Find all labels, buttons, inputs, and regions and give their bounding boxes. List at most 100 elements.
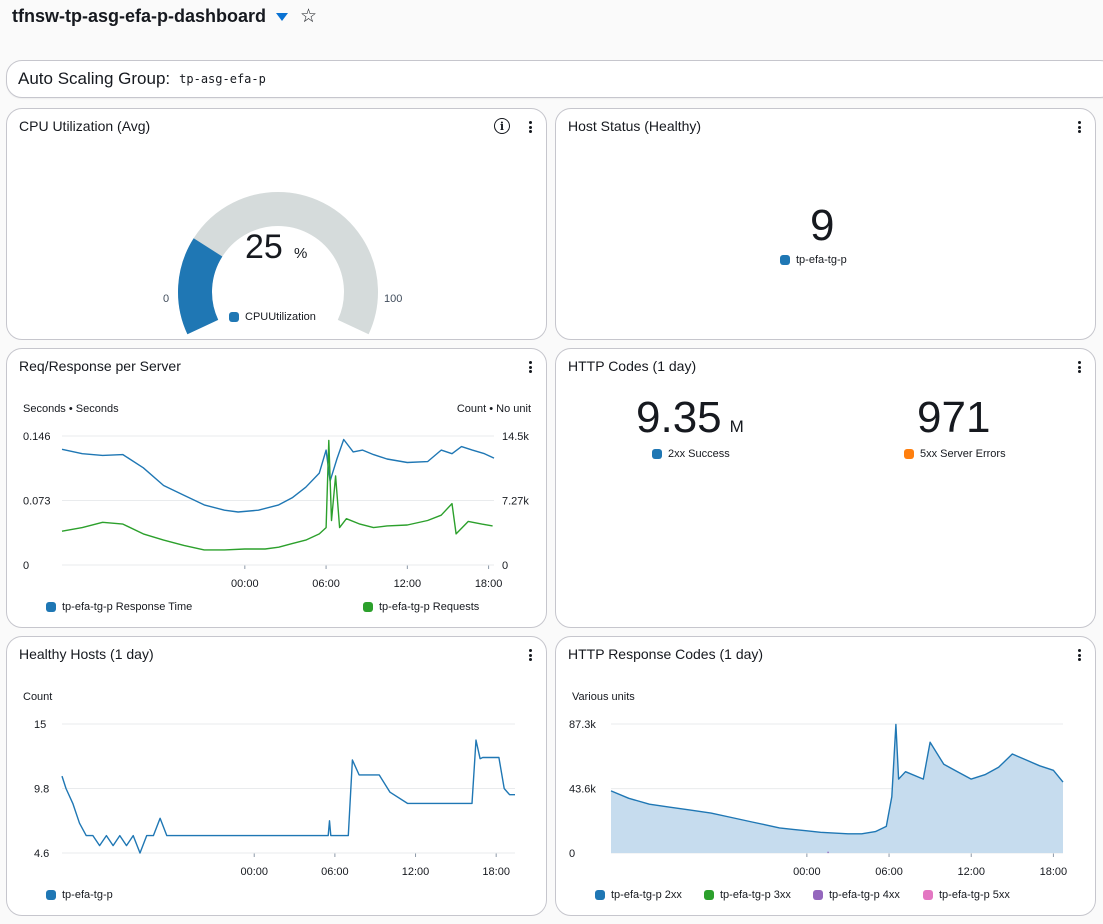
panel-menu-icon[interactable] xyxy=(1074,647,1084,663)
legend-swatch xyxy=(923,890,933,900)
req-response-chart[interactable]: 00:00 06:00 12:00 18:00 0 0.073 0.146 0 7.27k 14.… xyxy=(7,349,547,628)
y-tick-label: 14.5k xyxy=(502,431,529,443)
info-icon[interactable]: i xyxy=(494,118,510,134)
y-tick-label: 4.6 xyxy=(34,848,49,860)
legend-item[interactable]: CPUUtilization xyxy=(229,311,316,323)
legend-label: tp-efa-tg-p Requests xyxy=(379,601,480,613)
x-tick-label: 06:00 xyxy=(875,866,903,878)
http-codes-panel: HTTP Codes (1 day) 9.35 M 2xx Success 971… xyxy=(555,348,1096,628)
x-tick-label: 00:00 xyxy=(231,578,259,590)
legend-swatch xyxy=(704,890,714,900)
legend-item[interactable]: tp-efa-tg-p 2xx xyxy=(595,889,682,901)
healthy-hosts-chart[interactable]: 00:00 06:00 12:00 18:00 4.6 9.8 15 xyxy=(7,637,547,916)
y-tick-label: 0 xyxy=(502,560,508,572)
legend-item[interactable]: tp-efa-tg-p 4xx xyxy=(813,889,900,901)
legend-item[interactable]: 5xx Server Errors xyxy=(904,448,1006,460)
legend-item[interactable]: tp-efa-tg-p Requests xyxy=(363,601,479,613)
panel-menu-icon[interactable] xyxy=(525,119,535,135)
legend-label: tp-efa-tg-p xyxy=(796,254,847,266)
panel-title: Host Status (Healthy) xyxy=(568,118,702,134)
x-tick-label: 18:00 xyxy=(1040,866,1068,878)
panel-title: Healthy Hosts (1 day) xyxy=(19,646,154,662)
legend-label: tp-efa-tg-p 5xx xyxy=(939,889,1010,901)
gauge-unit: % xyxy=(294,245,308,262)
y-tick-label: 87.3k xyxy=(569,719,596,731)
legend-label: CPUUtilization xyxy=(245,311,316,323)
x-tick-label: 18:00 xyxy=(475,578,503,590)
asg-value[interactable]: tp-asg-efa-p xyxy=(179,72,266,86)
http-response-codes-panel: HTTP Response Codes (1 day) Various unit… xyxy=(555,636,1096,916)
panel-title: CPU Utilization (Avg) xyxy=(19,118,151,134)
y-tick-label: 0.146 xyxy=(23,431,51,443)
series-line xyxy=(61,439,493,551)
legend-item[interactable]: tp-efa-tg-p 3xx xyxy=(704,889,791,901)
success-unit: M xyxy=(729,417,744,436)
host-status-panel: Host Status (Healthy) 9 tp-efa-tg-p xyxy=(555,108,1096,340)
chart-grid: 00:00 06:00 12:00 18:00 4.6 9.8 15 xyxy=(34,719,515,878)
panel-title: HTTP Codes (1 day) xyxy=(568,358,697,374)
legend-label: 2xx Success xyxy=(668,448,730,460)
panel-menu-icon[interactable] xyxy=(525,359,535,375)
x-tick-label: 12:00 xyxy=(394,578,422,590)
series-line xyxy=(610,723,1064,835)
x-tick-label: 18:00 xyxy=(482,866,510,878)
legend-swatch xyxy=(904,449,914,459)
panel-menu-icon[interactable] xyxy=(1074,359,1084,375)
legend-label: tp-efa-tg-p 2xx xyxy=(611,889,682,901)
y-tick-label: 7.27k xyxy=(502,495,529,507)
panel-title: Req/Response per Server xyxy=(19,358,181,374)
x-tick-label: 00:00 xyxy=(240,866,268,878)
legend-swatch xyxy=(813,890,823,900)
cpu-gauge xyxy=(178,191,378,335)
y-tick-label: 43.6k xyxy=(569,784,596,796)
asg-variable-bar[interactable]: Auto Scaling Group: tp-asg-efa-p xyxy=(6,60,1103,98)
legend-swatch xyxy=(46,890,56,900)
favorite-star-icon[interactable]: ☆ xyxy=(300,5,318,27)
success-number: 9.35 xyxy=(636,393,722,442)
series-line xyxy=(61,438,495,513)
legend-swatch xyxy=(780,255,790,265)
panel-menu-icon[interactable] xyxy=(1074,119,1084,135)
right-axis-label: Count • No unit xyxy=(456,403,531,415)
y-tick-label: 0 xyxy=(23,560,29,572)
y-tick-label: 0.073 xyxy=(23,496,51,508)
legend-item[interactable]: tp-efa-tg-p 5xx xyxy=(923,889,1010,901)
y-tick-label: 0 xyxy=(569,848,575,860)
legend-item[interactable]: 2xx Success xyxy=(652,448,730,460)
dashboard-header: tfnsw-tp-asg-efa-p-dashboard ☆ xyxy=(12,4,317,28)
x-tick-label: 12:00 xyxy=(402,866,430,878)
x-tick-label: 00:00 xyxy=(793,866,821,878)
x-tick-label: 12:00 xyxy=(957,866,985,878)
gauge-track xyxy=(178,191,378,335)
legend-swatch xyxy=(595,890,605,900)
dashboard-title: tfnsw-tp-asg-efa-p-dashboard xyxy=(12,5,266,26)
axis-label: Count xyxy=(23,691,53,703)
series-area xyxy=(611,724,1063,853)
errors-value: 971 xyxy=(917,393,991,442)
legend-label: tp-efa-tg-p Response Time xyxy=(62,601,193,613)
legend-item[interactable]: tp-efa-tg-p xyxy=(780,254,847,266)
panel-menu-icon[interactable] xyxy=(525,647,535,663)
healthy-hosts-panel: Healthy Hosts (1 day) Count 00:00 06:00 12… xyxy=(6,636,547,916)
legend-label: tp-efa-tg-p xyxy=(62,889,113,901)
legend-item[interactable]: tp-efa-tg-p Response Time xyxy=(46,601,192,613)
legend-swatch xyxy=(652,449,662,459)
dashboard-dropdown-icon[interactable] xyxy=(276,13,288,21)
req-response-panel: Req/Response per Server Seconds • Second… xyxy=(6,348,547,628)
y-tick-label: 15 xyxy=(34,719,46,731)
gauge-fill xyxy=(178,238,223,335)
http-response-codes-chart[interactable]: 00:00 06:00 12:00 18:00 0 43.6k 87.3k xyxy=(556,637,1096,916)
legend-swatch xyxy=(229,312,239,322)
gauge-min-label: 0 xyxy=(163,293,170,305)
success-value: 9.35 M xyxy=(636,393,744,443)
legend-item[interactable]: tp-efa-tg-p xyxy=(46,889,113,901)
legend-label: 5xx Server Errors xyxy=(920,448,1006,460)
gauge-max-label: 100 xyxy=(384,293,403,305)
legend-label: tp-efa-tg-p 3xx xyxy=(720,889,791,901)
panel-title: HTTP Response Codes (1 day) xyxy=(568,646,764,662)
cpu-utilization-panel: CPU Utilization (Avg) i 25 % 0 100 CPUUt… xyxy=(6,108,547,340)
left-axis-label: Seconds • Seconds xyxy=(23,403,119,415)
x-tick-label: 06:00 xyxy=(321,866,349,878)
legend-swatch xyxy=(46,602,56,612)
legend-swatch xyxy=(363,602,373,612)
